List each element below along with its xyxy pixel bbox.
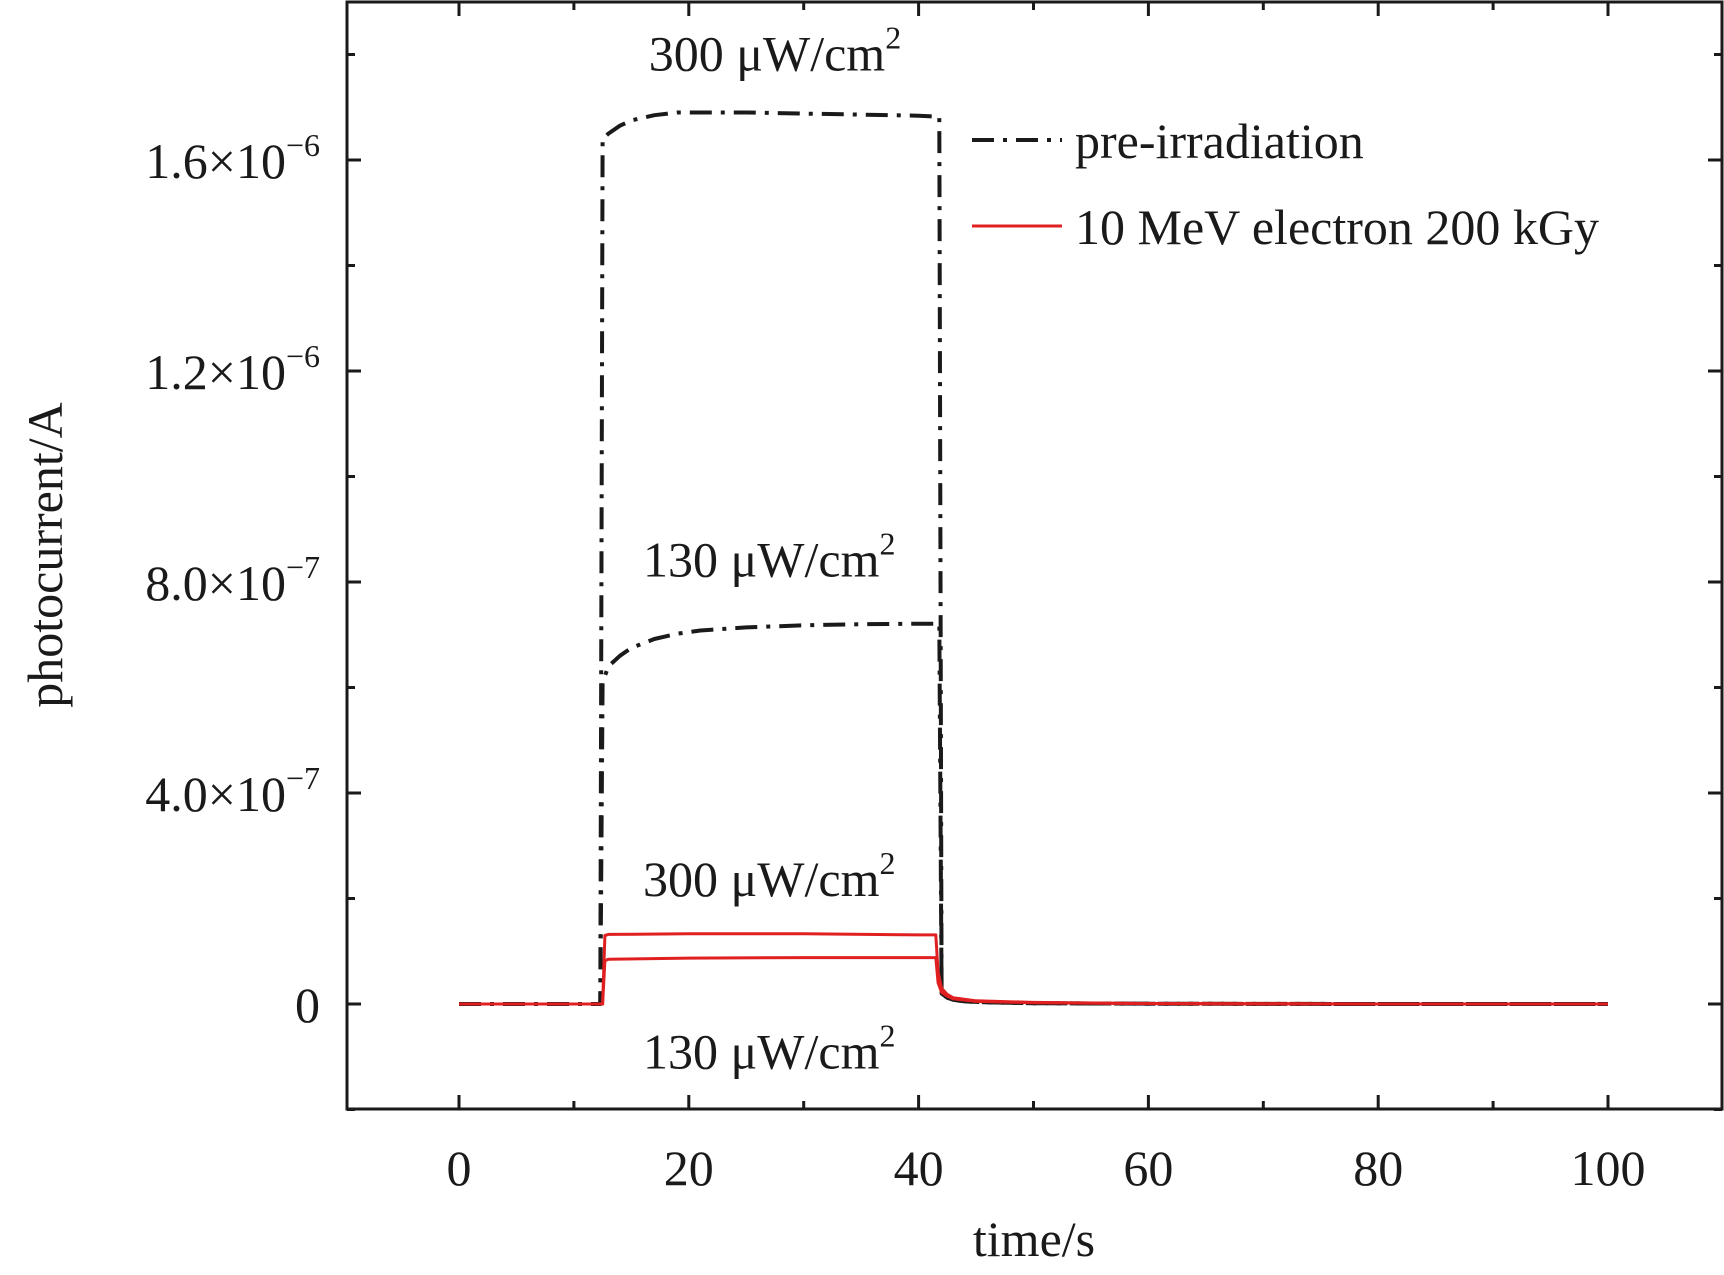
x-tick-label: 20: [664, 1140, 714, 1196]
y-axis-label: photocurrent/A: [17, 402, 73, 707]
x-axis-label: time/s: [973, 1211, 1095, 1267]
x-tick-label: 80: [1353, 1140, 1403, 1196]
pre-irradiation-series-line-2: [459, 621, 1608, 1006]
y-tick-label: 8.0×10−7: [145, 549, 320, 611]
y-axis-ticks: 0 4.0×10−7 8.0×10−7 1.2×10−6 1.6×10−6: [145, 53, 1722, 1111]
legend-label-2: 10 MeV electron 200 kGy: [1075, 199, 1599, 255]
legend-label-1: pre-irradiation: [1075, 113, 1364, 169]
series-layer: [459, 110, 1608, 1006]
electron-irradiated-series-line-3: [459, 932, 1608, 1006]
x-axis-ticks: 0 20 40 60 80 100: [447, 2, 1646, 1196]
intensity-annotation-4: 130 μW/cm2: [643, 1017, 895, 1079]
x-tick-label: 0: [447, 1140, 472, 1196]
y-tick-label: 1.2×10−6: [145, 338, 320, 400]
x-tick-label: 40: [894, 1140, 944, 1196]
y-tick-label: 0: [295, 977, 320, 1033]
x-tick-label: 60: [1123, 1140, 1173, 1196]
intensity-annotation-2: 130 μW/cm2: [643, 526, 895, 588]
y-tick-label: 4.0×10−7: [145, 760, 320, 822]
y-tick-label: 1.6×10−6: [145, 127, 320, 189]
intensity-annotation-1: 300 μW/cm2: [649, 19, 901, 81]
legend: pre-irradiation 10 MeV electron 200 kGy: [972, 113, 1599, 255]
annotation-layer: 300 μW/cm2 130 μW/cm2 300 μW/cm2 130 μW/cm2: [643, 19, 901, 1079]
x-tick-label: 100: [1571, 1140, 1646, 1196]
electron-irradiated-series-line-4: [459, 956, 1608, 1006]
intensity-annotation-3: 300 μW/cm2: [643, 845, 895, 907]
plot-frame: [345, 0, 1724, 1111]
